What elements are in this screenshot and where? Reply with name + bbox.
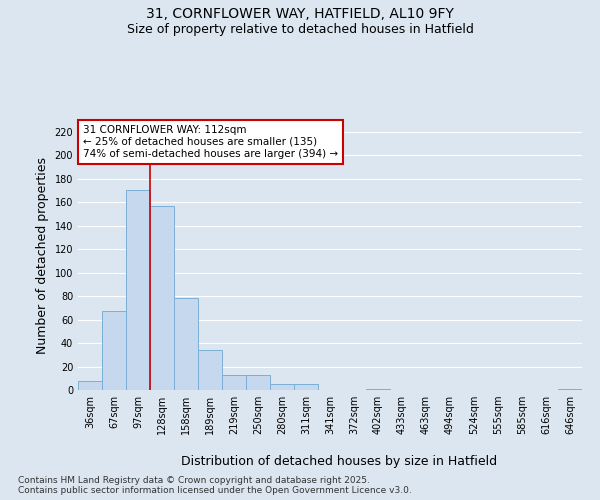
Bar xyxy=(127,190,149,390)
Text: Distribution of detached houses by size in Hatfield: Distribution of detached houses by size … xyxy=(181,454,497,468)
Bar xyxy=(295,384,317,390)
Bar xyxy=(199,350,221,390)
Bar xyxy=(103,312,125,390)
Y-axis label: Number of detached properties: Number of detached properties xyxy=(36,156,49,354)
Bar xyxy=(175,298,197,390)
Text: Size of property relative to detached houses in Hatfield: Size of property relative to detached ho… xyxy=(127,22,473,36)
Text: Contains HM Land Registry data © Crown copyright and database right 2025.
Contai: Contains HM Land Registry data © Crown c… xyxy=(18,476,412,495)
Bar xyxy=(559,389,581,390)
Bar xyxy=(367,389,389,390)
Bar xyxy=(271,384,293,390)
Bar xyxy=(79,380,101,390)
Bar xyxy=(247,374,269,390)
Text: 31 CORNFLOWER WAY: 112sqm
← 25% of detached houses are smaller (135)
74% of semi: 31 CORNFLOWER WAY: 112sqm ← 25% of detac… xyxy=(83,126,338,158)
Text: 31, CORNFLOWER WAY, HATFIELD, AL10 9FY: 31, CORNFLOWER WAY, HATFIELD, AL10 9FY xyxy=(146,8,454,22)
Bar xyxy=(223,374,245,390)
Bar xyxy=(151,206,173,390)
